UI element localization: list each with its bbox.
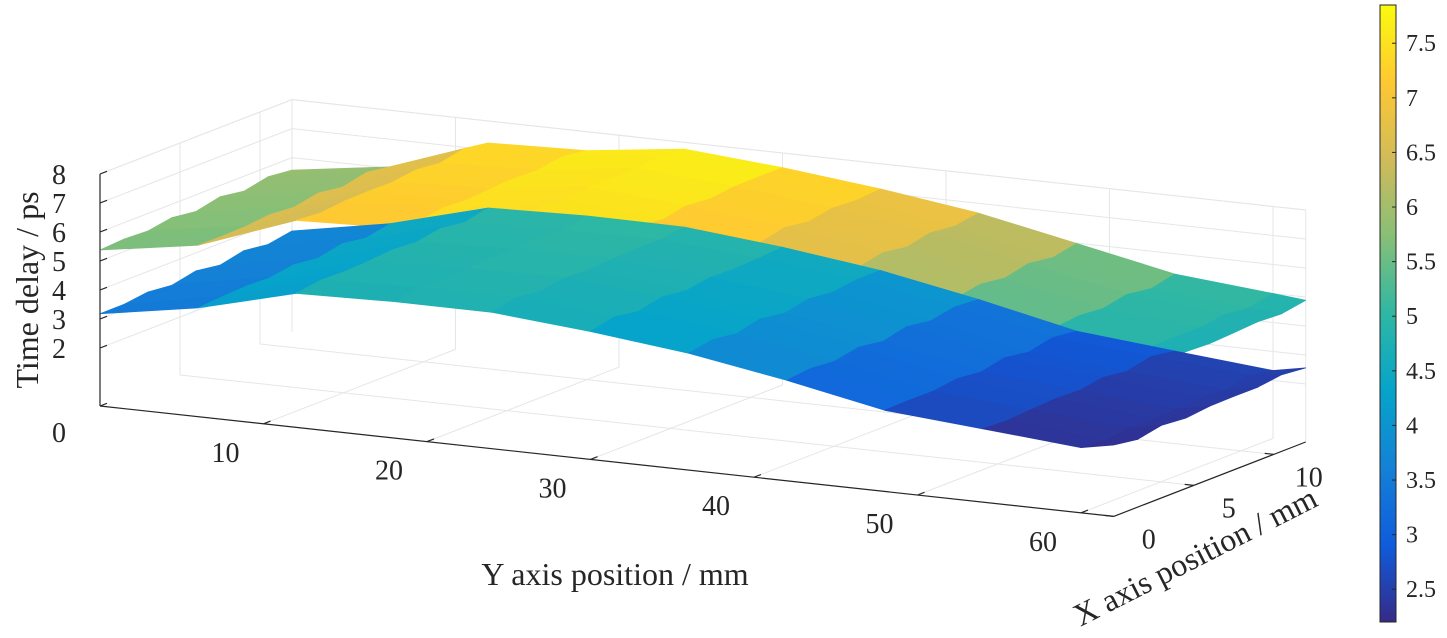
colorbar-tick-label: 2.5 [1406, 577, 1436, 603]
z-tick-label: 2 [52, 334, 66, 365]
colorbar-tick-label: 4 [1406, 413, 1418, 439]
z-tick-label: 7 [52, 189, 66, 220]
colorbar-ticks: 2.5 3 3.5 4 4.5 5 5.5 6 6.5 7 7.5 [1392, 31, 1436, 603]
z-tick-mark [99, 315, 108, 320]
x-tick-label: 10 [1295, 462, 1323, 493]
colorbar-tick-label: 5.5 [1406, 250, 1436, 276]
colorbar-tick-label: 3 [1406, 523, 1418, 549]
surface-layers [99, 142, 1307, 449]
colorbar-tick-label: 5 [1406, 304, 1418, 330]
colorbar-gradient [1379, 4, 1397, 623]
z-tick-label: 5 [52, 247, 66, 278]
y-tick-mark [426, 438, 435, 443]
x-tick-mark [1104, 514, 1114, 517]
z-tick-mark [99, 170, 108, 175]
y-tick-mark [263, 420, 271, 425]
z-tick-label: 4 [52, 276, 66, 307]
y-tick-label: 50 [866, 509, 894, 540]
x-tick-label: 0 [1142, 524, 1156, 555]
colorbar: 2.5 3 3.5 4 4.5 5 5.5 6 6.5 7 7.5 [1379, 4, 1436, 623]
x-axis-label: X axis position / mm [1067, 479, 1323, 633]
colorbar-tick-label: 6.5 [1406, 140, 1436, 166]
x-axis-line [1113, 441, 1306, 517]
z-tick-mark [99, 402, 108, 407]
y-tick-label: 40 [702, 491, 730, 522]
z-tick-mark [99, 286, 108, 291]
grid-line-y [1080, 206, 1274, 514]
y-tick-label: 60 [1029, 527, 1057, 558]
y-tick-mark [917, 491, 925, 496]
z-tick-mark [99, 199, 108, 204]
x-tick-mark [1264, 452, 1274, 455]
grid-line-x [179, 143, 1194, 486]
colorbar-tick-label: 6 [1406, 195, 1418, 221]
y-axis-label: Y axis position / mm [481, 556, 748, 592]
colorbar-tick-label: 3.5 [1406, 468, 1436, 494]
x-tick-mark [1184, 483, 1194, 486]
colorbar-tick-label: 7.5 [1406, 31, 1436, 57]
z-tick-label: 3 [52, 305, 66, 336]
y-axis-line [99, 405, 1114, 517]
y-tick-mark [753, 473, 762, 478]
y-tick-mark [1080, 509, 1089, 514]
surface-patch [1080, 438, 1139, 449]
x-tick-label: 5 [1222, 493, 1236, 524]
y-tick-label: 20 [375, 456, 403, 487]
y-tick-label: 30 [539, 473, 567, 504]
z-tick-mark [99, 228, 108, 233]
z-tick-mark [99, 257, 108, 262]
left-wall-frame [99, 99, 293, 175]
surface-layer-2 [99, 207, 1307, 449]
axes [99, 170, 1306, 517]
y-tick-label: 10 [212, 438, 240, 469]
colorbar-tick-label: 4.5 [1406, 359, 1436, 385]
z-tick-label: 0 [52, 418, 66, 449]
z-tick-label: 8 [52, 160, 66, 191]
z-tick-label: 6 [52, 218, 66, 249]
z-axis-label: Time delay / ps [9, 191, 45, 388]
z-tick-mark [99, 344, 108, 349]
y-tick-mark [590, 456, 598, 460]
colorbar-tick-label: 7 [1406, 86, 1418, 112]
